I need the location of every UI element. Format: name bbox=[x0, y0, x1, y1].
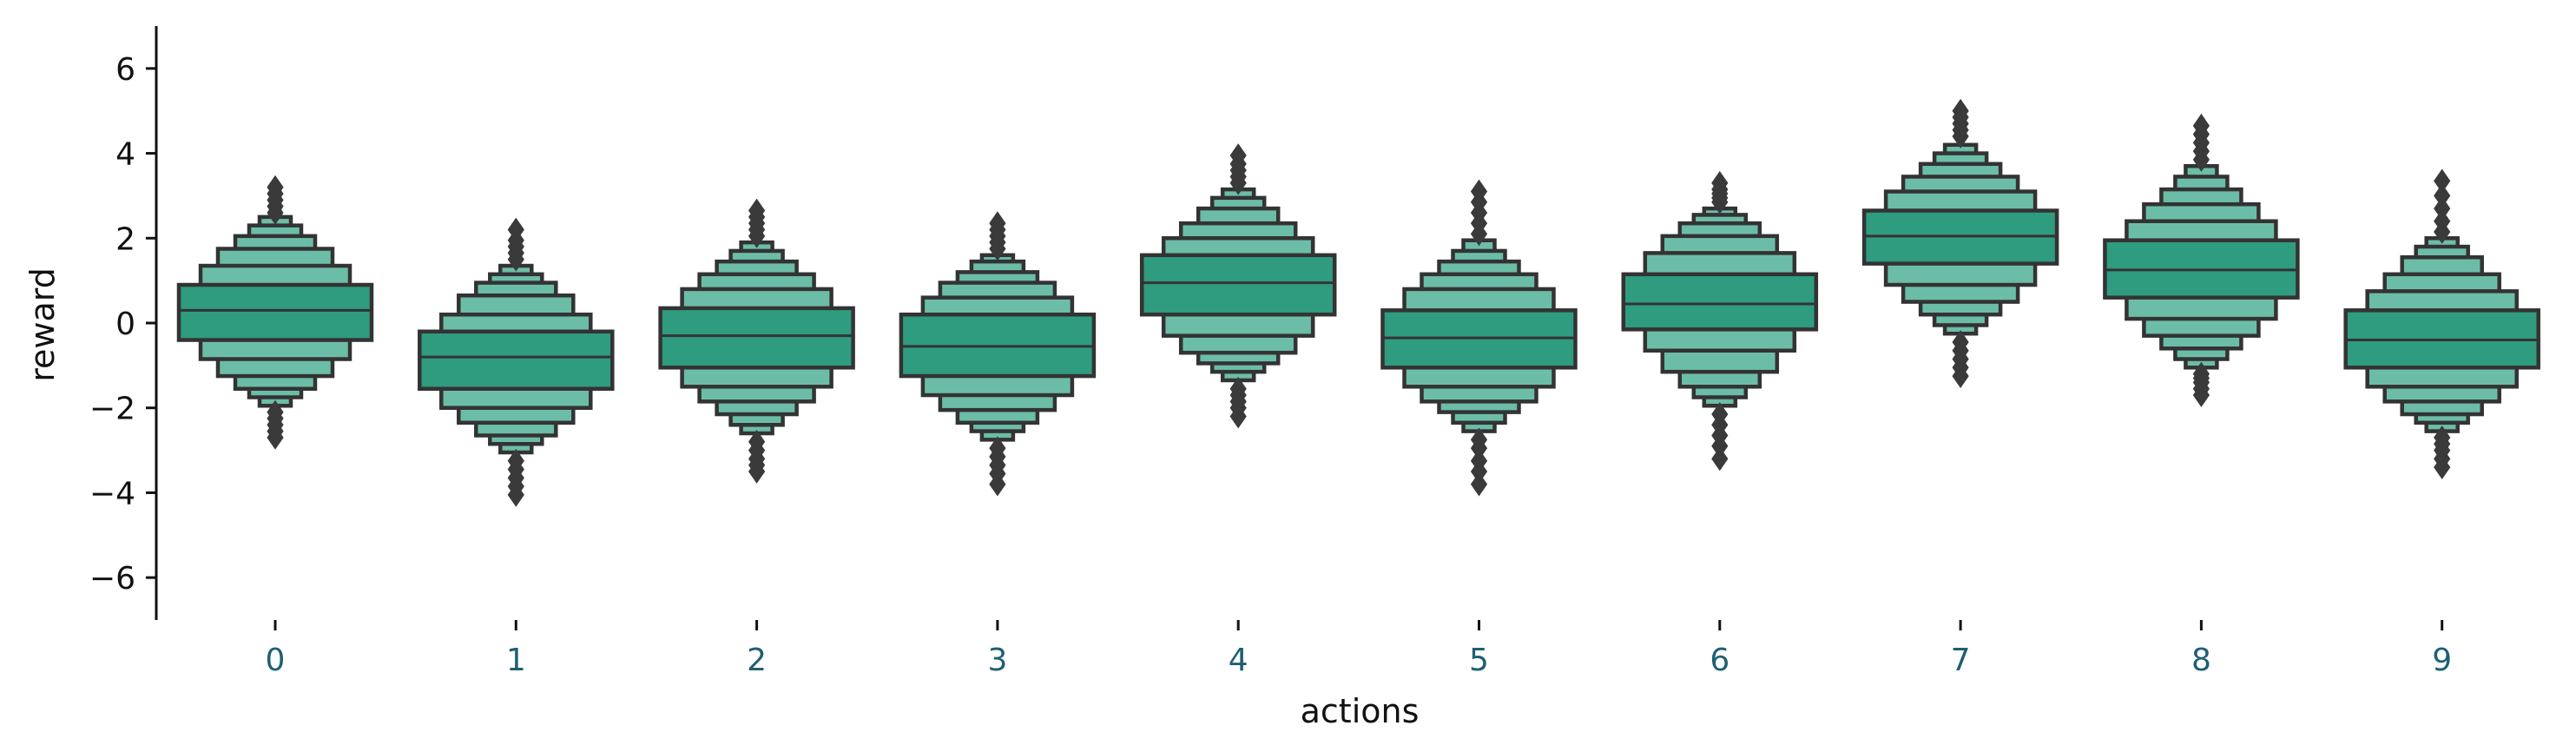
outlier-point bbox=[2434, 208, 2451, 234]
y-tick-label: −2 bbox=[89, 392, 135, 427]
outlier-point bbox=[1229, 143, 1247, 168]
outlier-point bbox=[748, 459, 766, 484]
outlier-point bbox=[989, 472, 1006, 497]
x-tick-label: 5 bbox=[1469, 643, 1489, 678]
outlier-point bbox=[1470, 472, 1488, 497]
box-iqr bbox=[658, 306, 855, 370]
x-tick-label: 8 bbox=[2191, 643, 2211, 678]
boxes-layer bbox=[176, 98, 2540, 507]
outlier-point bbox=[2192, 113, 2210, 138]
box-iqr bbox=[418, 329, 615, 391]
y-tick-label: 4 bbox=[115, 137, 135, 173]
boxen-group bbox=[418, 217, 615, 507]
x-tick-label: 6 bbox=[1710, 643, 1729, 678]
x-tick-label: 0 bbox=[266, 643, 286, 678]
outlier-point bbox=[2434, 168, 2451, 194]
y-axis-ticks: −6 −4 −2 0 2 4 6 bbox=[89, 52, 156, 597]
y-axis-label: reward bbox=[23, 267, 62, 382]
outlier-point bbox=[1952, 364, 1969, 388]
outlier-point bbox=[1952, 98, 1969, 123]
outlier-point bbox=[2434, 196, 2451, 221]
boxen-group bbox=[1861, 98, 2059, 388]
boxen-group bbox=[899, 211, 1097, 497]
x-tick-label: 3 bbox=[987, 643, 1007, 678]
boxen-group bbox=[176, 175, 374, 450]
boxen-group bbox=[1621, 170, 1819, 472]
x-tick-label: 1 bbox=[506, 643, 526, 678]
outlier-point bbox=[1711, 170, 1729, 195]
y-tick-label: −6 bbox=[89, 561, 135, 597]
outlier-point bbox=[1711, 446, 1729, 472]
x-tick-label: 9 bbox=[2432, 643, 2452, 678]
x-axis-ticks: 0 1 2 3 4 5 6 7 8 9 bbox=[266, 620, 2452, 678]
x-axis-label: actions bbox=[1301, 692, 1420, 730]
outlier-point bbox=[748, 198, 766, 223]
y-tick-label: 2 bbox=[115, 221, 135, 257]
outlier-point bbox=[267, 175, 284, 200]
y-tick-label: −4 bbox=[89, 476, 135, 511]
outlier-point bbox=[2192, 383, 2210, 407]
x-tick-label: 4 bbox=[1229, 643, 1248, 678]
outlier-point bbox=[1470, 179, 1488, 204]
box-iqr bbox=[1139, 253, 1337, 317]
boxen-group bbox=[658, 198, 855, 484]
outlier-point bbox=[2434, 183, 2451, 208]
outlier-point bbox=[507, 217, 524, 242]
boxen-group bbox=[2343, 168, 2540, 479]
outlier-point bbox=[1229, 404, 1247, 429]
outlier-point bbox=[507, 482, 524, 507]
x-tick-label: 7 bbox=[1951, 643, 1971, 678]
y-tick-label: 0 bbox=[115, 307, 135, 342]
y-tick-label: 6 bbox=[115, 52, 135, 88]
box-iqr bbox=[1621, 272, 1819, 332]
boxen-group bbox=[2103, 113, 2300, 407]
boxen-group bbox=[1380, 179, 1578, 497]
box-iqr bbox=[176, 282, 374, 342]
outlier-point bbox=[2434, 455, 2451, 479]
outlier-point bbox=[989, 211, 1006, 236]
x-tick-label: 2 bbox=[747, 643, 767, 678]
boxen-group bbox=[1139, 143, 1337, 429]
outlier-point bbox=[267, 425, 284, 450]
